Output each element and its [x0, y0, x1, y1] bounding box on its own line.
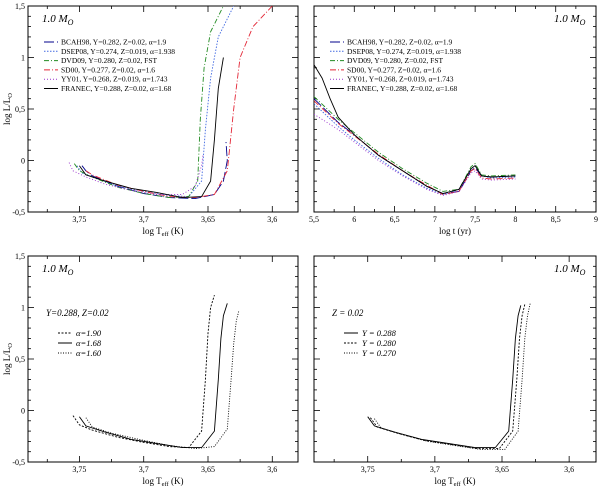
x-tick-label: 3,6 [564, 465, 574, 474]
legend-label: α=1.60 [76, 348, 102, 358]
x-tick-label: 3,6 [267, 465, 277, 474]
legend-label: DVD09, Y=0.280, Z=0.02, FST [347, 56, 444, 65]
y-tick-label: 0,5 [15, 355, 25, 364]
legend-label: Y = 0.288 [362, 328, 397, 338]
legend-label: SD00, Y=0.277, Z=0.02, α=1.6 [61, 65, 155, 74]
panel-title: 1.0 MO [554, 263, 586, 277]
series-line-2 [370, 304, 526, 450]
x-tick-label: 3,6 [267, 215, 277, 224]
x-tick-label: 7 [433, 215, 437, 224]
y-tick-label: -0,5 [12, 458, 25, 467]
x-tick-label: 3,65 [201, 215, 215, 224]
x-tick-label: 6 [352, 215, 356, 224]
x-tick-label: 3,75 [361, 465, 375, 474]
x-axis-label: log t (yr) [439, 226, 471, 236]
y-axis-label: log L/LO [2, 93, 14, 125]
legend-label: Y = 0.270 [362, 348, 397, 358]
y-tick-label: 0 [21, 407, 25, 416]
x-axis-label: log Teff (K) [143, 226, 184, 238]
panel-4: 3,75 3,7 3,65 3,6 log Teff (K) 1.0 MO Z = 0.02… [313, 255, 597, 486]
y-tick-label: 1 [21, 304, 25, 313]
legend-label: YY01, Y=0.268, Z=0.019, α=1.743 [347, 75, 454, 84]
legend-label: BCAH98, Y=0.282, Z=0.02, α=1.9 [61, 38, 167, 47]
legend-label: DVD09, Y=0.280, Z=0.02, FST [61, 56, 158, 65]
x-tick-label: 8,5 [551, 215, 561, 224]
x-tick-label: 3,75 [72, 215, 86, 224]
x-tick-label: 3,65 [201, 465, 215, 474]
panel-2: 5,5 6 6,5 7 7,5 8 8,5 9 log t (yr) 1.0 MO BCAH98, … [309, 5, 598, 236]
series-line-4 [314, 100, 516, 195]
x-tick-label: 3,75 [72, 465, 86, 474]
panel-title: 1.0 MO [554, 13, 586, 27]
x-tick-label: 7,5 [470, 215, 480, 224]
panel-annotation: Y=0.288, Z=0.02 [46, 308, 109, 318]
panel-3: 3,75 3,7 3,65 3,6 -0,5 0 0,5 1 1,5 log Teff (K) lo… [2, 252, 299, 486]
legend-label: BCAH98, Y=0.282, Z=0.02, α=1.9 [347, 38, 453, 47]
series-line-6 [314, 64, 516, 194]
legend-label: α=1.90 [76, 328, 102, 338]
series-line-6 [79, 57, 224, 199]
panel-title: 1.0 MO [42, 13, 74, 27]
y-tick-label: -0,5 [12, 208, 25, 217]
x-tick-label: 3,7 [430, 465, 440, 474]
series-line-3 [85, 310, 240, 450]
legend-label: SD00, Y=0.277, Z=0.02, α=1.6 [347, 65, 441, 74]
legend-label: FRANEC, Y=0.288, Z=0.02, α=1.68 [347, 84, 458, 93]
legend-label: Y = 0.280 [362, 338, 397, 348]
y-tick-label: 1,5 [15, 2, 25, 11]
x-tick-label: 8 [513, 215, 517, 224]
legend-label: DSEP08, Y=0.274, Z=0.019, α=1.938 [61, 47, 175, 56]
x-tick-label: 3,65 [495, 465, 509, 474]
x-tick-label: 6,5 [390, 215, 400, 224]
series-line-2 [79, 303, 228, 449]
panel-annotation: Z = 0.02 [332, 308, 364, 318]
legend-label: FRANEC, Y=0.288, Z=0.02, α=1.68 [61, 84, 172, 93]
x-tick-label: 3,7 [139, 215, 149, 224]
y-tick-label: 0,5 [15, 105, 25, 114]
x-tick-label: 5,5 [309, 215, 319, 224]
y-tick-label: 1 [21, 54, 25, 63]
legend-label: DSEP08, Y=0.274, Z=0.019, α=1.938 [347, 47, 461, 56]
x-tick-label: 3,7 [139, 465, 149, 474]
panel-title: 1.0 MO [42, 263, 74, 277]
panel-1: 3,75 3,7 3,65 3,6 -0,5 0 0,5 1 1,5 log Teff (K) lo… [2, 2, 299, 238]
x-tick-label: 9 [594, 215, 598, 224]
legend-label: YY01, Y=0.268, Z=0.019, α=1.743 [61, 75, 168, 84]
y-axis-label: log L/LO [2, 343, 14, 375]
series-line-3 [314, 96, 516, 192]
y-tick-label: 1,5 [15, 252, 25, 261]
x-axis-label: log Teff (K) [435, 476, 476, 486]
legend-label: α=1.68 [76, 338, 102, 348]
x-axis-label: log Teff (K) [143, 476, 184, 486]
y-tick-label: 0 [21, 157, 25, 166]
